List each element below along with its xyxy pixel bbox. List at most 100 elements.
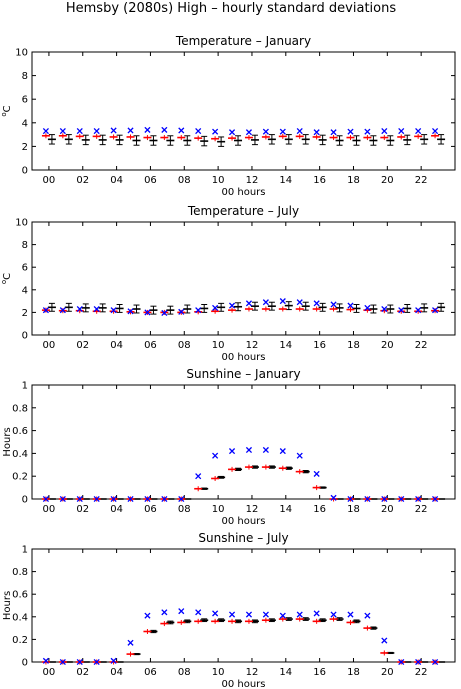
blue-x-marker — [228, 611, 236, 618]
x-tick-label: 08 — [178, 340, 191, 351]
blue-x-marker — [59, 495, 66, 503]
axes-box — [31, 384, 456, 500]
blue-x-marker — [228, 129, 236, 136]
blue-x-marker — [127, 127, 134, 134]
blue-x-marker — [110, 307, 117, 314]
blue-x-marker — [144, 126, 151, 133]
blue-x-marker — [279, 298, 286, 305]
y-tick-label: 8 — [22, 71, 28, 82]
y-tick-label: 1 — [22, 381, 28, 392]
blue-x-marker — [347, 611, 354, 618]
blue-x-marker — [432, 495, 439, 503]
x-tick-label: 18 — [347, 340, 360, 351]
y-axis-label-sup: o — [0, 280, 8, 284]
blue-x-marker — [262, 128, 269, 135]
blue-x-marker — [144, 495, 151, 503]
x-tick-label: 04 — [110, 504, 123, 515]
blue-x-marker — [279, 128, 286, 135]
blue-x-marker — [161, 126, 168, 133]
x-tick-label: 16 — [313, 504, 326, 515]
y-tick-label: 2 — [22, 308, 28, 319]
blue-x-marker — [398, 307, 405, 314]
blue-x-marker — [161, 309, 168, 317]
blue-x-marker — [313, 610, 320, 617]
y-axis-label-sup: o — [0, 112, 8, 116]
blue-x-marker — [364, 612, 371, 619]
blue-x-marker — [398, 495, 405, 503]
y-tick-label: 0.8 — [12, 567, 28, 578]
y-tick-label: 0 — [22, 166, 28, 177]
y-tick-label: 2 — [22, 142, 28, 153]
x-tick-label: 00 — [43, 175, 56, 186]
panel-title: Temperature – July — [187, 204, 299, 218]
x-tick-label: 20 — [381, 175, 394, 186]
blue-x-marker — [76, 128, 83, 135]
x-tick-label: 06 — [144, 667, 157, 678]
panel-title: Sunshine – July — [198, 531, 288, 545]
y-axis-label: Hours — [2, 427, 13, 456]
x-tick-label: 10 — [212, 504, 225, 515]
x-tick-label: 12 — [246, 175, 259, 186]
blue-x-marker — [415, 307, 422, 314]
blue-x-marker — [432, 128, 439, 135]
blue-x-marker — [347, 302, 354, 309]
y-tick-label: 0 — [22, 331, 28, 342]
y-tick-label: 0.4 — [12, 449, 28, 460]
x-tick-label: 08 — [178, 175, 191, 186]
y-tick-label: 0 — [22, 658, 28, 669]
blue-x-marker — [364, 304, 371, 311]
blue-x-marker — [245, 300, 253, 307]
blue-x-marker — [364, 495, 371, 503]
blue-x-marker — [415, 495, 422, 503]
blue-x-marker — [330, 301, 337, 308]
x-tick-label: 02 — [76, 340, 89, 351]
blue-x-marker — [127, 639, 134, 646]
blue-x-marker — [364, 128, 371, 135]
y-axis-label: oC — [0, 105, 13, 116]
blue-x-marker — [161, 609, 168, 616]
x-tick-label: 00 — [43, 340, 56, 351]
blue-x-marker — [347, 495, 354, 503]
x-tick-label: 16 — [313, 667, 326, 678]
x-tick-label: 04 — [110, 340, 123, 351]
x-tick-label: 04 — [110, 667, 123, 678]
blue-x-marker — [178, 308, 185, 315]
blue-x-marker — [212, 128, 219, 135]
blue-x-marker — [42, 307, 49, 314]
blue-x-marker — [93, 658, 100, 666]
blue-x-marker — [381, 305, 388, 313]
blue-x-marker — [76, 658, 83, 666]
x-axis-label: 00 hours — [221, 187, 265, 198]
blue-x-marker — [93, 495, 100, 503]
blue-x-marker — [195, 473, 202, 480]
x-tick-label: 12 — [246, 667, 259, 678]
x-tick-label: 08 — [178, 667, 191, 678]
x-tick-label: 02 — [76, 667, 89, 678]
blue-x-marker — [178, 495, 185, 503]
blue-x-marker — [42, 657, 49, 664]
x-axis-label: 00 hours — [221, 516, 265, 527]
y-axis-label-main: C — [2, 273, 13, 280]
blue-x-marker — [381, 495, 388, 503]
x-tick-label: 14 — [279, 175, 292, 186]
panel-title: Temperature – January — [175, 34, 311, 48]
blue-x-marker — [245, 611, 253, 618]
axes-box — [31, 51, 456, 171]
blue-x-marker — [296, 128, 303, 135]
x-tick-label: 10 — [212, 667, 225, 678]
y-axis-label-main: Hours — [2, 591, 13, 620]
y-tick-label: 10 — [15, 218, 28, 229]
y-tick-label: 1 — [22, 545, 28, 556]
blue-x-marker — [296, 299, 303, 306]
blue-x-marker — [110, 127, 117, 134]
x-tick-label: 12 — [246, 340, 259, 351]
blue-x-marker — [432, 307, 439, 314]
blue-x-marker — [313, 300, 320, 307]
blue-x-marker — [228, 302, 236, 309]
x-tick-label: 00 — [43, 504, 56, 515]
x-axis-label: 00 hours — [221, 679, 265, 689]
axes-box — [31, 221, 456, 336]
